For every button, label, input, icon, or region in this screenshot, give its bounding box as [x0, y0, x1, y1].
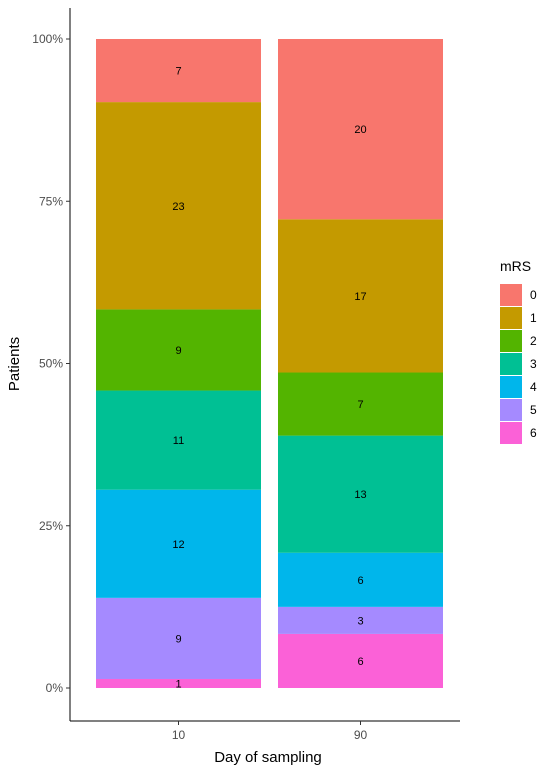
legend-label-mrs1: 1	[530, 311, 537, 325]
legend-title: mRS	[500, 258, 531, 274]
legend-key-mrs2	[500, 330, 522, 352]
bar-segment-day10-mrs4	[96, 489, 261, 598]
segment-label-day90-mrs0: 20	[354, 124, 366, 136]
bar-segment-day90-mrs6	[278, 633, 443, 688]
x-tick-label: 10	[172, 728, 186, 742]
y-tick-label: 25%	[39, 519, 63, 533]
bar-segment-day10-mrs5	[96, 597, 261, 679]
legend-key-mrs6	[500, 422, 522, 444]
legend: mRS 0 1 2 3 4 5 6	[500, 258, 537, 444]
segment-label-day10-mrs3: 11	[173, 435, 184, 447]
bar-segment-day90-mrs1	[278, 219, 443, 373]
bar-segment-day10-mrs0	[96, 39, 261, 103]
segment-label-day90-mrs6: 6	[357, 656, 363, 668]
bar-segment-day90-mrs3	[278, 435, 443, 553]
bar-segment-day10-mrs6	[96, 678, 261, 688]
x-ticks-group: 10 90	[172, 721, 368, 742]
segment-label-day10-mrs1: 23	[172, 201, 184, 213]
legend-key-mrs1	[500, 307, 522, 329]
segment-label-day10-mrs4: 12	[172, 539, 184, 551]
segment-label-day90-mrs3: 13	[354, 489, 366, 501]
bar-segment-day10-mrs2	[96, 309, 261, 391]
legend-label-mrs6: 6	[530, 426, 537, 440]
segment-label-day10-mrs5: 9	[175, 633, 181, 645]
legend-label-mrs2: 2	[530, 334, 537, 348]
bars-group	[96, 39, 443, 688]
legend-key-mrs3	[500, 353, 522, 375]
segment-label-day90-mrs4: 6	[357, 575, 363, 587]
segment-label-day10-mrs0: 7	[175, 66, 181, 78]
y-tick-label: 75%	[39, 194, 63, 208]
segment-label-day10-mrs6: 1	[175, 678, 181, 690]
y-ticks-group: 0% 25% 50% 75% 100%	[32, 32, 70, 695]
segment-label-day90-mrs5: 3	[357, 615, 363, 627]
x-axis-title: Day of sampling	[214, 749, 322, 766]
bar-segment-day10-mrs1	[96, 102, 261, 310]
segment-label-day90-mrs1: 17	[354, 291, 366, 303]
legend-items: 0 1 2 3 4 5 6	[500, 284, 537, 444]
legend-label-mrs3: 3	[530, 357, 537, 371]
bar-segment-day10-mrs3	[96, 390, 261, 490]
bar-segment-day90-mrs0	[278, 39, 443, 220]
bar-segment-day90-mrs4	[278, 552, 443, 607]
legend-key-mrs5	[500, 399, 522, 421]
segment-label-day90-mrs2: 7	[357, 399, 363, 411]
legend-label-mrs0: 0	[530, 288, 537, 302]
bar-segment-day90-mrs5	[278, 606, 443, 634]
segment-label-day10-mrs2: 9	[175, 345, 181, 357]
legend-key-mrs0	[500, 284, 522, 306]
segment-labels-group: 1 9 12 11 9 23 7 6 3 6 13 7 17 20	[172, 66, 366, 691]
y-tick-label: 0%	[46, 681, 64, 695]
x-tick-label: 90	[354, 728, 368, 742]
legend-label-mrs4: 4	[530, 380, 537, 394]
y-tick-label: 100%	[32, 32, 63, 46]
bar-segment-day90-mrs2	[278, 372, 443, 436]
legend-label-mrs5: 5	[530, 403, 537, 417]
y-tick-label: 50%	[39, 357, 63, 371]
legend-key-mrs4	[500, 376, 522, 398]
y-axis-title: Patients	[6, 337, 23, 391]
